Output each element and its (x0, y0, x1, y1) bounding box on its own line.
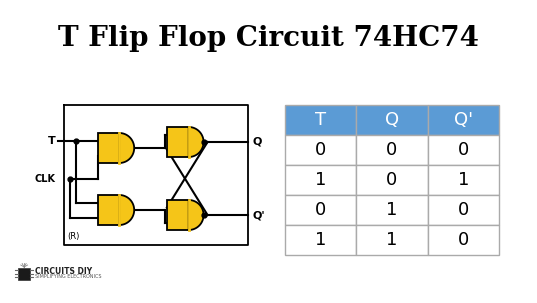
FancyBboxPatch shape (427, 165, 499, 195)
Text: 1: 1 (386, 231, 397, 249)
FancyBboxPatch shape (356, 135, 427, 165)
FancyBboxPatch shape (356, 105, 427, 135)
FancyBboxPatch shape (427, 225, 499, 255)
FancyBboxPatch shape (356, 165, 427, 195)
FancyBboxPatch shape (285, 195, 356, 225)
Polygon shape (188, 200, 204, 230)
FancyBboxPatch shape (427, 195, 499, 225)
FancyBboxPatch shape (285, 105, 356, 135)
Text: 1: 1 (386, 201, 397, 219)
FancyBboxPatch shape (356, 225, 427, 255)
Polygon shape (119, 195, 134, 225)
Text: Q: Q (252, 137, 262, 147)
Text: 0: 0 (458, 141, 469, 159)
Polygon shape (119, 133, 134, 163)
Text: CLK: CLK (35, 174, 56, 184)
Text: 0: 0 (458, 231, 469, 249)
Text: T: T (48, 135, 56, 145)
Polygon shape (98, 133, 119, 163)
Polygon shape (167, 127, 188, 157)
Text: T Flip Flop Circuit 74HC74: T Flip Flop Circuit 74HC74 (58, 25, 479, 52)
FancyBboxPatch shape (356, 195, 427, 225)
Polygon shape (167, 200, 188, 230)
Text: 0: 0 (386, 171, 397, 189)
Text: (R): (R) (67, 232, 79, 241)
Text: 0: 0 (386, 141, 397, 159)
Text: CIRCUITS DIY: CIRCUITS DIY (35, 267, 92, 276)
FancyBboxPatch shape (427, 135, 499, 165)
Text: 1: 1 (315, 171, 326, 189)
Text: SIMPLIFYING ELECTRONICS: SIMPLIFYING ELECTRONICS (35, 274, 101, 279)
Text: Q': Q' (252, 210, 265, 220)
FancyBboxPatch shape (285, 165, 356, 195)
Text: 0: 0 (315, 141, 326, 159)
Text: 1: 1 (315, 231, 326, 249)
Polygon shape (98, 195, 119, 225)
Polygon shape (188, 127, 204, 157)
Text: Q: Q (385, 111, 399, 129)
Text: 1: 1 (458, 171, 469, 189)
FancyBboxPatch shape (285, 225, 356, 255)
FancyBboxPatch shape (18, 268, 30, 280)
Text: 0: 0 (458, 201, 469, 219)
Text: T: T (315, 111, 326, 129)
FancyBboxPatch shape (285, 135, 356, 165)
FancyBboxPatch shape (427, 105, 499, 135)
Text: Q': Q' (454, 111, 473, 129)
Text: 0: 0 (315, 201, 326, 219)
